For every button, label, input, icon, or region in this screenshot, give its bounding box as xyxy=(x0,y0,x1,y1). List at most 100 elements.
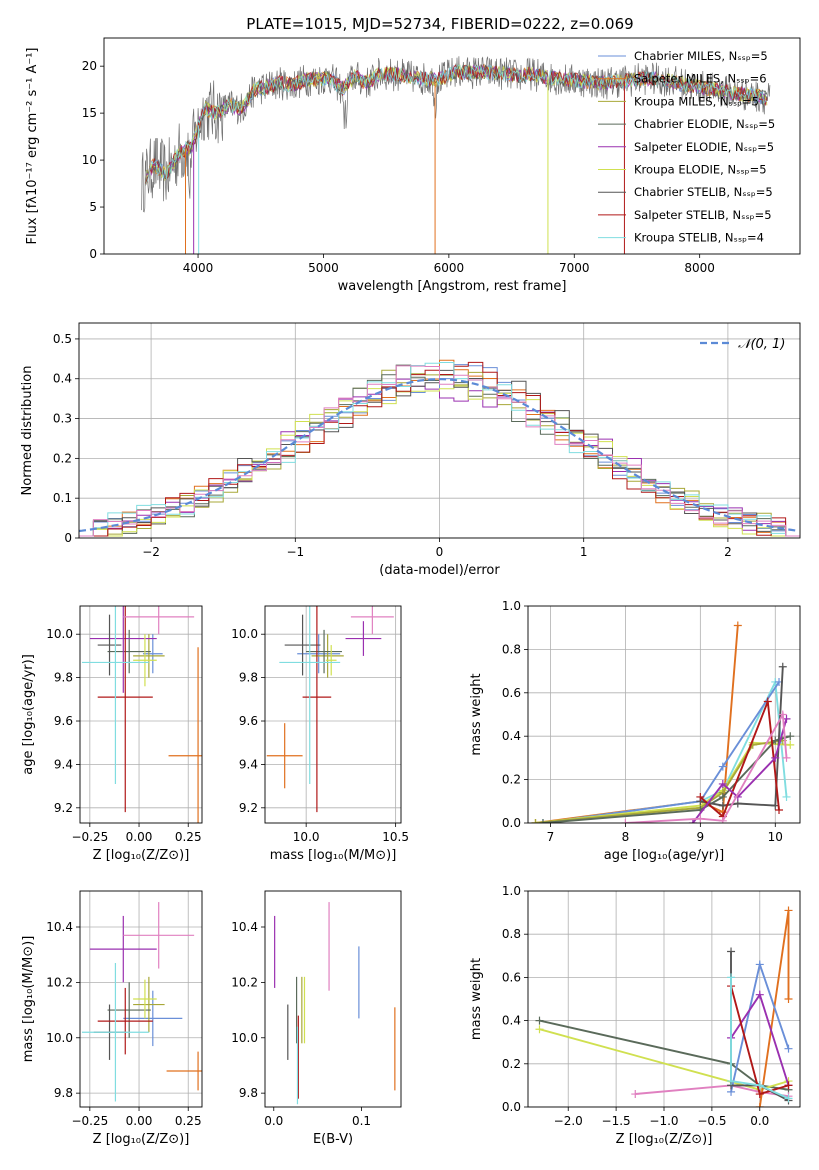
legend-label: Salpeter STELIB, Nₛₛₚ=5 xyxy=(634,208,772,222)
weight-point-marker xyxy=(755,1103,764,1107)
legend-label: Chabrier STELIB, Nₛₛₚ=5 xyxy=(634,185,773,199)
weight-series-line xyxy=(542,678,788,823)
x-tick-label: −0.25 xyxy=(71,830,108,844)
x-tick-label: 6000 xyxy=(434,261,465,275)
weight-point-marker xyxy=(786,740,795,749)
plot-area xyxy=(265,606,401,823)
weight-point-marker xyxy=(784,1081,793,1090)
x-tick-label: 0 xyxy=(436,545,444,559)
weight-point-marker xyxy=(718,801,727,810)
weight-point-marker xyxy=(784,906,793,915)
y-tick-label: 15 xyxy=(82,106,97,120)
y-tick-label: 5 xyxy=(89,200,97,214)
weight-point-marker xyxy=(784,1094,793,1103)
spectrum-data-line xyxy=(141,56,771,213)
y-tick-label: 10.0 xyxy=(231,627,258,641)
panel-age-vs-mass: 10.0 10.5 9.2 9.4 9.6 9.8 10.0 mass [log₁₀(M/M⊙… xyxy=(231,605,409,863)
weight-point-marker xyxy=(621,819,630,823)
y-tick-label: 10.2 xyxy=(231,975,258,989)
x-tick-label: −2.0 xyxy=(554,1114,583,1128)
y-tick-label: 0.4 xyxy=(53,372,72,386)
y-tick-label: 10.0 xyxy=(46,627,73,641)
x-axis-label: Z [log₁₀(Z/Z⊙)] xyxy=(93,848,190,863)
y-axis-label: Normed distribution xyxy=(20,366,35,496)
x-tick-label: 8000 xyxy=(684,261,715,275)
y-tick-label: 0.8 xyxy=(502,927,521,941)
y-tick-label: 0.0 xyxy=(502,1100,521,1114)
y-tick-label: 0.2 xyxy=(502,773,521,787)
weight-point-marker xyxy=(688,819,697,823)
histogram-step xyxy=(79,385,800,537)
weight-point-marker xyxy=(778,662,787,671)
x-axis-label: Z [log₁₀(Z/Z⊙)] xyxy=(93,1132,190,1147)
weight-point-marker xyxy=(718,816,727,823)
x-tick-label: 7000 xyxy=(559,261,590,275)
axes-frame xyxy=(264,605,402,824)
y-tick-label: 0.4 xyxy=(502,1014,521,1028)
x-tick-label: −0.5 xyxy=(697,1114,726,1128)
weight-series-line xyxy=(699,701,780,819)
legend-label: Kroupa STELIB, Nₛₛₚ=4 xyxy=(634,231,764,245)
plot-area xyxy=(80,606,202,823)
weight-point-marker xyxy=(778,710,787,719)
y-tick-label: 9.8 xyxy=(239,671,258,685)
weight-point-marker xyxy=(755,1081,764,1090)
x-axis-label: wavelength [Angstrom, rest frame] xyxy=(338,279,567,294)
plot-area xyxy=(141,56,771,254)
y-tick-label: 9.6 xyxy=(54,714,73,728)
weight-point-marker xyxy=(631,1090,640,1099)
plot-area xyxy=(274,902,396,1105)
weight-point-marker xyxy=(696,792,705,801)
y-tick-label: 10.0 xyxy=(46,1031,73,1045)
panel-spectrum: 4000 5000 6000 7000 8000 0 5 10 15 20 wavelength [… xyxy=(25,37,801,294)
axes-frame xyxy=(527,605,801,824)
axes-frame xyxy=(103,37,801,255)
y-tick-label: 0 xyxy=(64,531,72,545)
panel-weight-vs-Z: −2.0 −1.5 −1.0 −0.5 0.0 0.0 0.2 0.4 0.6 0.8 1.0 Z [… xyxy=(469,884,801,1147)
plot-area xyxy=(79,323,800,538)
y-tick-label: 0.6 xyxy=(502,970,521,984)
y-tick-label: 10.4 xyxy=(231,920,258,934)
y-axis-label: age [log₁₀(age/yr)] xyxy=(21,654,36,775)
y-tick-label: 9.2 xyxy=(54,801,73,815)
weight-series-line xyxy=(730,977,789,1100)
y-tick-label: 9.8 xyxy=(54,671,73,685)
legend-label: Chabrier MILES, Nₛₛₚ=5 xyxy=(634,49,768,63)
weight-point-marker xyxy=(727,973,736,982)
x-tick-label: −1.5 xyxy=(602,1114,631,1128)
axes-frame xyxy=(78,322,801,539)
panel-residuals: −2 −1 0 1 2 0 0.1 0.2 0.3 0.4 0.5 (data-model)/erro… xyxy=(20,322,801,578)
x-tick-label: −1 xyxy=(286,545,304,559)
weight-point-marker xyxy=(718,762,727,771)
y-tick-label: 0.2 xyxy=(53,451,72,465)
x-tick-label: 10.5 xyxy=(382,830,409,844)
y-axis-label: mass [log₁₀(M/M⊙)] xyxy=(21,936,36,1063)
figure-title: PLATE=1015, MJD=52734, FIBERID=0222, z=0… xyxy=(246,15,633,33)
y-tick-label: 0.1 xyxy=(53,491,72,505)
weight-point-marker xyxy=(718,792,727,801)
x-tick-label: 2 xyxy=(724,545,732,559)
x-tick-label: 10 xyxy=(768,830,783,844)
y-tick-label: 9.2 xyxy=(239,801,258,815)
weight-point-marker xyxy=(535,1016,544,1025)
y-tick-label: 0.2 xyxy=(502,1057,521,1071)
x-tick-label: 0.0 xyxy=(264,1114,283,1128)
x-tick-label: 0.00 xyxy=(126,830,153,844)
panel-mass-vs-ebv: 0.0 0.1 9.8 10.0 10.2 10.4 E(B-V) xyxy=(231,890,402,1147)
legend-label: Chabrier ELODIE, Nₛₛₚ=5 xyxy=(634,117,775,131)
x-axis-label: Z [log₁₀(Z/Z⊙)] xyxy=(616,1132,713,1147)
legend-label: Kroupa ELODIE, Nₛₛₚ=5 xyxy=(634,163,767,177)
x-tick-label: 5000 xyxy=(308,261,339,275)
x-tick-label: 10.0 xyxy=(293,830,320,844)
histogram-step xyxy=(79,364,800,537)
x-tick-label: 1 xyxy=(580,545,588,559)
plot-area xyxy=(528,891,800,1107)
panel-weight-vs-age: 7 8 9 10 0.0 0.2 0.4 0.6 0.8 1.0 age [log₁₀(age/yr… xyxy=(469,599,801,863)
plot-area xyxy=(80,891,202,1107)
axes-frame xyxy=(527,890,801,1108)
weight-point-marker xyxy=(733,621,742,630)
axes-frame xyxy=(264,890,402,1108)
x-tick-label: 7 xyxy=(547,830,555,844)
weight-point-marker xyxy=(727,947,736,956)
y-tick-label: 10.4 xyxy=(46,920,73,934)
